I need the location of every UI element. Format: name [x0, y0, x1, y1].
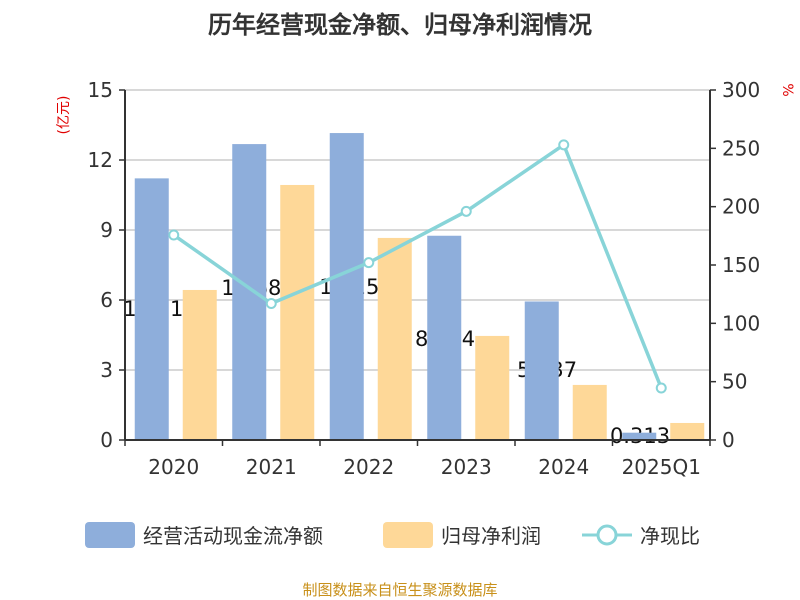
bar-net-profit: [475, 335, 510, 440]
right-tick-label: 0: [722, 428, 735, 452]
left-tick-label: 12: [88, 148, 113, 172]
x-tick-label: 2025Q1: [622, 455, 701, 479]
legend-label-ratio: 净现比: [640, 524, 700, 548]
right-tick-label: 250: [722, 136, 760, 160]
x-tick-label: 2023: [441, 455, 492, 479]
bar-cash-flow: [232, 144, 267, 440]
x-tick-label: 2020: [148, 455, 199, 479]
ratio-point: [460, 205, 472, 217]
ratio-point: [168, 229, 180, 241]
legend: 经营活动现金流净额 归母净利润 净现比: [85, 522, 700, 548]
ratio-point: [363, 257, 375, 269]
x-tick-label: 2024: [538, 455, 589, 479]
ratio-point: [655, 382, 667, 394]
legend-swatch-cash-flow: [85, 522, 135, 548]
chart-title: 历年经营现金净额、归母净利润情况: [208, 11, 592, 39]
legend-marker-icon: [596, 524, 618, 546]
x-tick-label: 2021: [246, 455, 297, 479]
bar-cash-flow: [622, 432, 657, 440]
legend-label-cash-flow: 经营活动现金流净额: [143, 524, 323, 548]
bar-net-profit: [280, 184, 315, 440]
left-tick-label: 9: [100, 218, 113, 242]
bar-net-profit: [572, 384, 607, 440]
right-tick-label: 150: [722, 253, 760, 277]
left-tick-label: 15: [88, 78, 113, 102]
right-tick-label: 50: [722, 370, 747, 394]
right-tick-label: 200: [722, 195, 760, 219]
legend-label-net-profit: 归母净利润: [441, 524, 541, 548]
bar-net-profit: [670, 422, 705, 440]
bar-cash-flow: [524, 301, 559, 440]
right-axis-label: %: [779, 83, 795, 96]
left-axis-label: (亿元): [56, 96, 72, 135]
bar-net-profit: [182, 289, 217, 440]
ratio-point: [265, 298, 277, 309]
ratio-line: [172, 142, 663, 389]
right-tick-label: 300: [722, 78, 760, 102]
source-note: 制图数据来自恒生聚源数据库: [302, 581, 497, 599]
bar-cash-flow: [134, 178, 169, 440]
bar-cash-flow: [427, 235, 462, 440]
right-tick-label: 100: [722, 311, 760, 335]
bar-cash-flow: [329, 133, 364, 441]
left-tick-label: 6: [100, 288, 113, 312]
ratio-point: [558, 139, 570, 151]
legend-swatch-net-profit: [383, 522, 433, 548]
x-tick-label: 2022: [343, 455, 394, 479]
left-tick-label: 3: [100, 358, 113, 382]
left-tick-label: 0: [100, 428, 113, 452]
bar-net-profit: [377, 237, 412, 440]
